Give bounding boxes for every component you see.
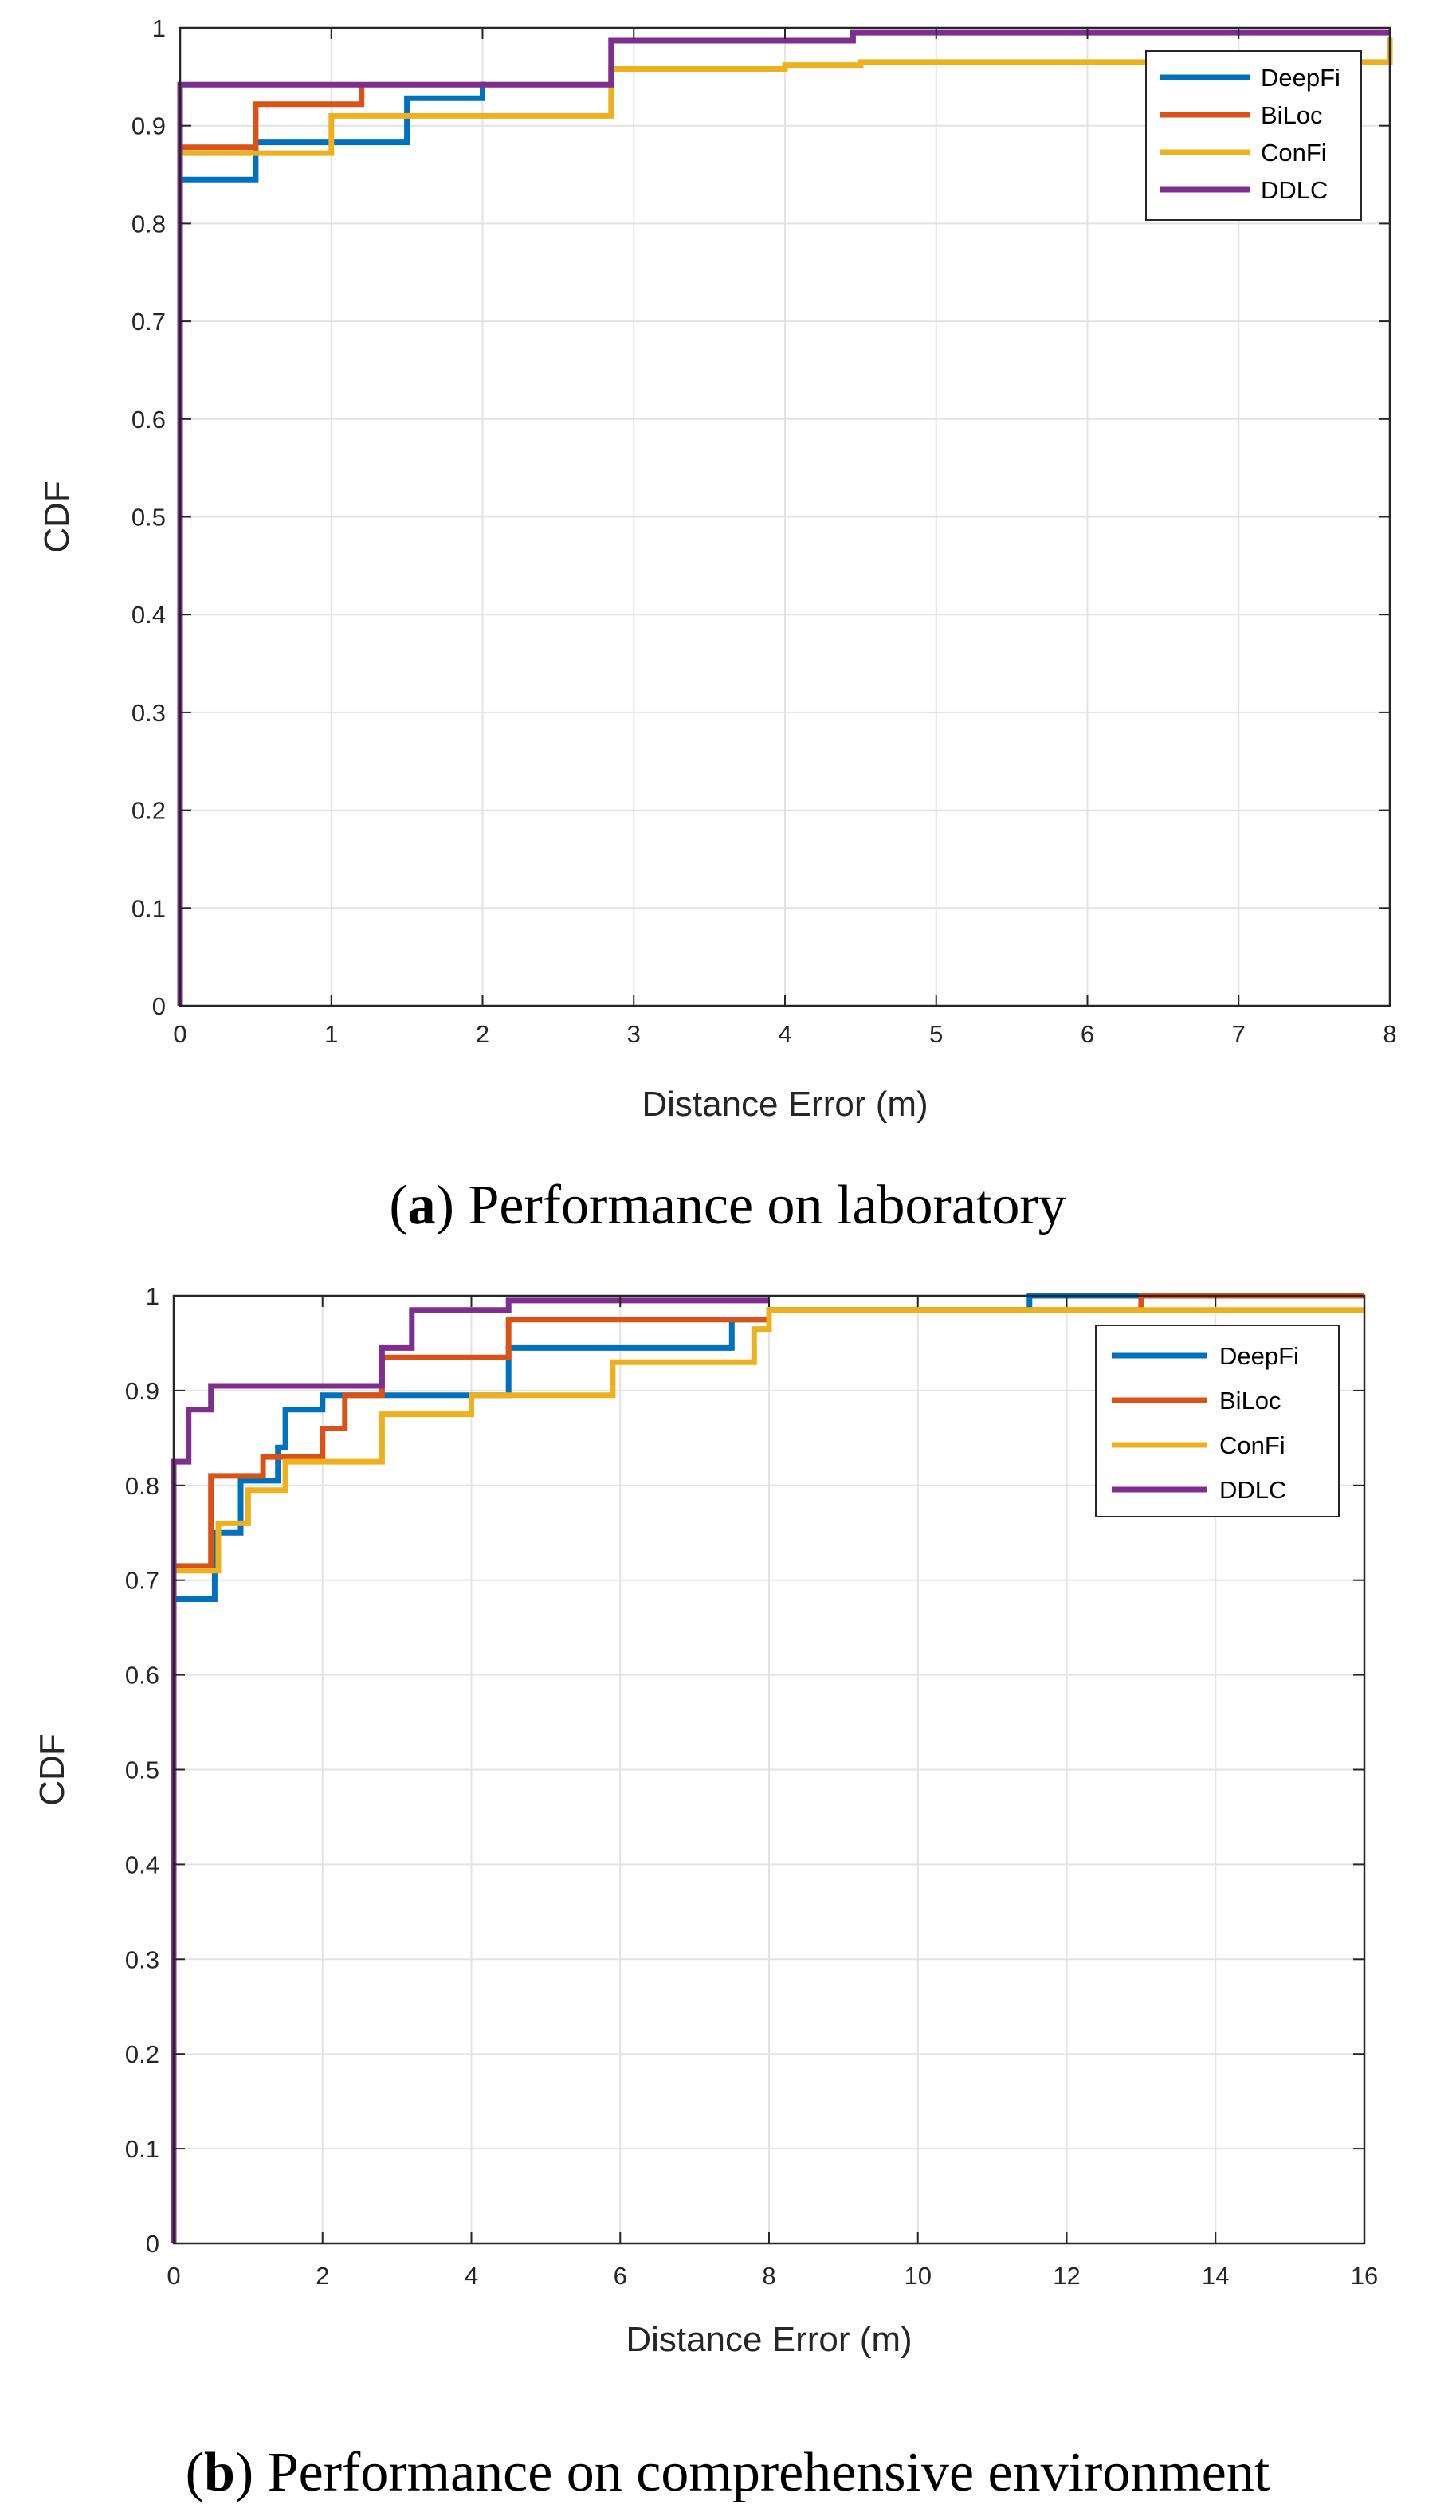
- chart-0-y-tick-label-7: 0.7: [131, 308, 166, 336]
- chart-1-x-tick-label-6: 12: [1053, 2262, 1080, 2290]
- caption-a-letter: a: [408, 1175, 436, 1236]
- chart-1-y-tick-label-5: 0.5: [125, 1757, 159, 1784]
- chart-1-x-tick-label-1: 2: [316, 2262, 329, 2290]
- chart-1-y-tick-label-3: 0.3: [125, 1945, 159, 1973]
- chart-0-x-tick-label-6: 6: [1081, 1020, 1094, 1048]
- chart-1-y-tick-label-0: 0: [146, 2230, 159, 2258]
- chart-0-y-axis-title: CDF: [37, 481, 77, 552]
- chart-0-x-tick-label-1: 1: [324, 1020, 338, 1048]
- chart-0-x-tick-label-4: 4: [778, 1020, 791, 1048]
- chart-1-y-axis-title: CDF: [33, 1733, 72, 1805]
- chart-0-y-tick-label-4: 0.4: [131, 601, 166, 629]
- chart-0-series-confi-line: [180, 37, 1393, 156]
- panel-a-laboratory: 0 1 2 3 4 5 6 7 8 0 0.1 0.2 0.3 0.4 0.5 0.6 0.7 0.8 0.9 1 Di…: [37, 14, 1397, 1124]
- caption-b-open: (: [186, 2442, 204, 2503]
- chart-0-series-deepfi-line: [180, 81, 485, 183]
- chart-1-y-tick-label-9: 0.9: [125, 1377, 159, 1405]
- chart-0-legend-label-deepfi: DeepFi: [1261, 64, 1340, 92]
- chart-1-x-tick-label-7: 14: [1202, 2262, 1229, 2290]
- chart-1-y-tick-label-2: 0.2: [125, 2040, 159, 2068]
- chart-0-y-tick-label-0: 0: [152, 992, 166, 1020]
- panel-b-comprehensive: 0 2 4 6 8 10 12 14 16 0 0.1 0.2 0.3 0.4 0.5 0.6 0.7 0.8 0.…: [33, 1282, 1378, 2359]
- caption-b-title: Performance on comprehensive environment: [253, 2442, 1270, 2503]
- chart-0-legend-label-confi: ConFi: [1261, 139, 1327, 167]
- chart-0-y-tick-label-5: 0.5: [131, 504, 166, 532]
- chart-1-x-tick-label-2: 4: [465, 2262, 478, 2290]
- chart-1-y-tick-label-4: 0.4: [125, 1851, 159, 1878]
- chart-0-x-tick-label-3: 3: [627, 1020, 641, 1048]
- chart-0-y-tick-label-1: 0.1: [131, 894, 166, 922]
- chart-1-y-tick-label-1: 0.1: [125, 2135, 159, 2163]
- chart-1-legend-label-confi: ConFi: [1219, 1431, 1285, 1459]
- chart-1-legend-label-ddlc: DDLC: [1219, 1476, 1286, 1504]
- chart-1-series-ddlc-line: [171, 1297, 769, 2243]
- chart-0-y-tick-label-10: 1: [152, 14, 166, 42]
- chart-1-x-tick-label-8: 16: [1351, 2262, 1378, 2290]
- chart-0-legend-label-ddlc: DDLC: [1261, 176, 1328, 204]
- chart-0-x-tick-label-0: 0: [173, 1020, 186, 1048]
- chart-0-y-tick-label-2: 0.2: [131, 797, 166, 825]
- chart-1-x-axis-title: Distance Error (m): [626, 2320, 912, 2359]
- caption-b: (b) Performance on comprehensive environ…: [186, 2442, 1270, 2503]
- chart-0-y-tick-label-9: 0.9: [131, 112, 166, 140]
- caption-a-title: Performance on laboratory: [454, 1175, 1066, 1236]
- caption-a-open: (: [389, 1175, 407, 1236]
- chart-0-x-tick-label-7: 7: [1232, 1020, 1246, 1048]
- chart-0-x-tick-label-5: 5: [929, 1020, 943, 1048]
- chart-1-y-tick-label-7: 0.7: [125, 1567, 159, 1595]
- chart-0-y-tick-label-3: 0.3: [131, 699, 166, 727]
- caption-a: (a) Performance on laboratory: [389, 1175, 1066, 1236]
- chart-0-y-tick-label-8: 0.8: [131, 210, 166, 237]
- caption-b-letter: b: [204, 2442, 235, 2503]
- caption-b-close: ): [235, 2442, 253, 2503]
- caption-a-close: ): [436, 1175, 454, 1236]
- chart-1-series-confi-line: [174, 1307, 1364, 1574]
- chart-1-legend-label-deepfi: DeepFi: [1219, 1342, 1299, 1370]
- chart-1-y-tick-label-6: 0.6: [125, 1662, 159, 1690]
- chart-1-y-tick-label-10: 1: [146, 1282, 159, 1310]
- chart-0-series-biloc-line: [180, 86, 365, 151]
- chart-1-y-tick-label-8: 0.8: [125, 1472, 159, 1500]
- chart-1-x-tick-label-5: 10: [905, 2262, 932, 2290]
- chart-0-y-tick-label-6: 0.6: [131, 406, 166, 434]
- chart-0-x-axis-title: Distance Error (m): [642, 1085, 928, 1124]
- chart-0-x-tick-label-2: 2: [476, 1020, 489, 1048]
- chart-0-x-tick-label-8: 8: [1383, 1020, 1396, 1048]
- chart-1-x-tick-label-4: 8: [762, 2262, 775, 2290]
- chart-1-x-tick-label-3: 6: [614, 2262, 627, 2290]
- chart-0-legend-label-biloc: BiLoc: [1261, 101, 1323, 129]
- chart-1-legend-label-biloc: BiLoc: [1219, 1387, 1281, 1415]
- chart-1-x-tick-label-0: 0: [167, 2262, 180, 2290]
